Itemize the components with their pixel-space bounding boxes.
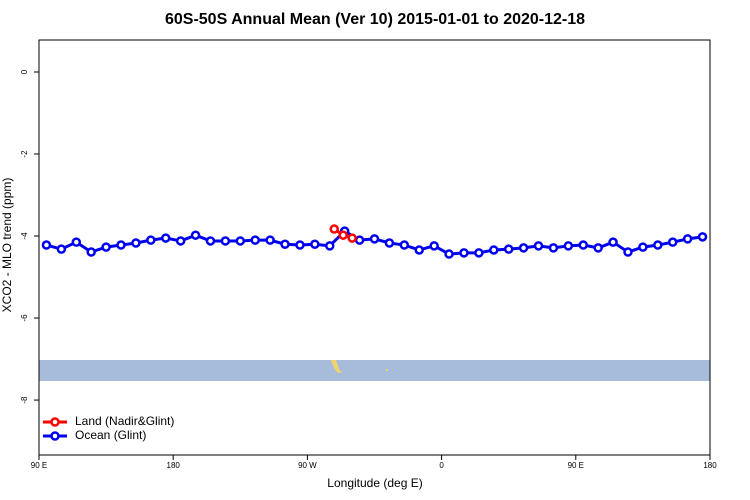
point — [338, 230, 348, 240]
legend-label: Ocean (Glint) — [75, 428, 146, 442]
point — [682, 234, 693, 244]
point — [220, 236, 231, 246]
x-tick-label: 90 E — [31, 461, 47, 470]
point — [503, 244, 514, 254]
point — [653, 240, 663, 250]
point — [623, 247, 633, 257]
point — [190, 230, 201, 240]
point — [548, 243, 559, 253]
land-speck — [386, 369, 388, 371]
point — [295, 240, 305, 250]
point — [608, 237, 618, 247]
point — [697, 232, 708, 242]
point — [310, 239, 320, 249]
point — [354, 235, 365, 245]
point — [101, 242, 111, 252]
point — [444, 249, 454, 259]
map-strip — [39, 360, 710, 381]
point — [250, 235, 260, 245]
point — [459, 248, 469, 258]
legend-label: Land (Nadir&Glint) — [75, 414, 174, 428]
legend-marker — [50, 431, 60, 441]
point — [205, 236, 216, 246]
point — [369, 234, 380, 244]
point — [41, 240, 52, 250]
x-tick-label: 0 — [439, 461, 444, 470]
point — [593, 243, 603, 253]
y-tick-label: -2 — [20, 150, 29, 158]
land-speck — [331, 360, 343, 373]
x-tick-label: 90 E — [568, 461, 584, 470]
point — [146, 235, 156, 245]
point — [56, 244, 67, 254]
legend-marker — [50, 417, 60, 427]
point — [325, 241, 335, 251]
point — [71, 237, 82, 247]
point — [280, 239, 290, 249]
y-tick-label: -6 — [20, 314, 29, 322]
point — [578, 240, 589, 250]
x-axis-label: Longitude (deg E) — [327, 476, 422, 490]
point — [667, 237, 678, 247]
point — [347, 233, 357, 243]
x-tick-label: 180 — [703, 461, 717, 470]
point — [563, 241, 574, 251]
y-tick-label: -8 — [20, 396, 29, 404]
point — [474, 248, 484, 258]
point — [175, 236, 186, 246]
point — [414, 245, 424, 255]
x-tick-label: 180 — [167, 461, 181, 470]
point — [533, 241, 544, 251]
y-axis-label: XCO2 - MLO trend (ppm) — [0, 178, 14, 313]
x-tick-label: 90 W — [298, 461, 317, 470]
plot-frame — [38, 39, 711, 456]
point — [384, 238, 395, 248]
point — [399, 240, 410, 250]
point — [429, 241, 439, 251]
y-tick-label: 0 — [20, 69, 29, 74]
point — [518, 243, 529, 253]
point — [116, 240, 126, 250]
point — [329, 224, 339, 234]
y-tick-label: -4 — [20, 232, 29, 240]
point — [86, 247, 96, 257]
point — [160, 233, 171, 243]
point — [638, 242, 648, 252]
point — [235, 236, 246, 246]
point — [131, 238, 141, 248]
point — [265, 235, 275, 245]
chart-title: 60S-50S Annual Mean (Ver 10) 2015-01-01 … — [165, 11, 585, 28]
point — [489, 245, 499, 255]
